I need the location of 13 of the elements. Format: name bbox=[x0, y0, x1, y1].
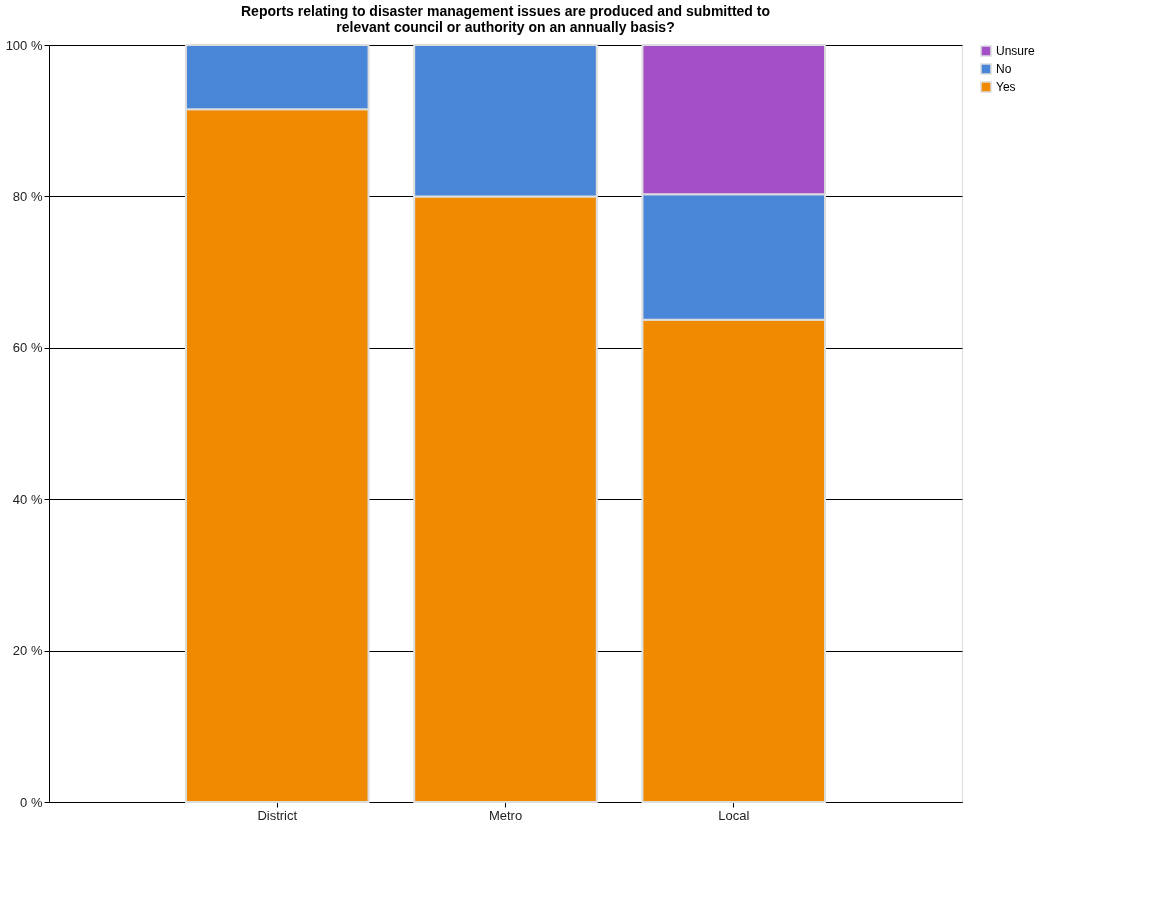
y-tick-label: 0 % bbox=[20, 794, 43, 810]
y-tick-label: 40 % bbox=[12, 491, 43, 507]
y-tick-label: 80 % bbox=[12, 188, 43, 204]
legend-label: No bbox=[996, 62, 1012, 76]
x-tick-label: Metro bbox=[488, 807, 523, 823]
x-tick-label: Local bbox=[718, 807, 750, 823]
y-tick-label: 20 % bbox=[12, 643, 43, 659]
chart-title: Reports relating to disaster management issues are produced and submitted to relevant council or authority on an annually basis? bbox=[240, 3, 771, 35]
legend-label: Yes bbox=[996, 80, 1016, 94]
legend-label: Unsure bbox=[996, 44, 1036, 58]
x-tick-label: District bbox=[257, 807, 298, 823]
y-tick-label: 60 % bbox=[12, 340, 43, 356]
y-tick-label: 100 % bbox=[5, 37, 43, 53]
